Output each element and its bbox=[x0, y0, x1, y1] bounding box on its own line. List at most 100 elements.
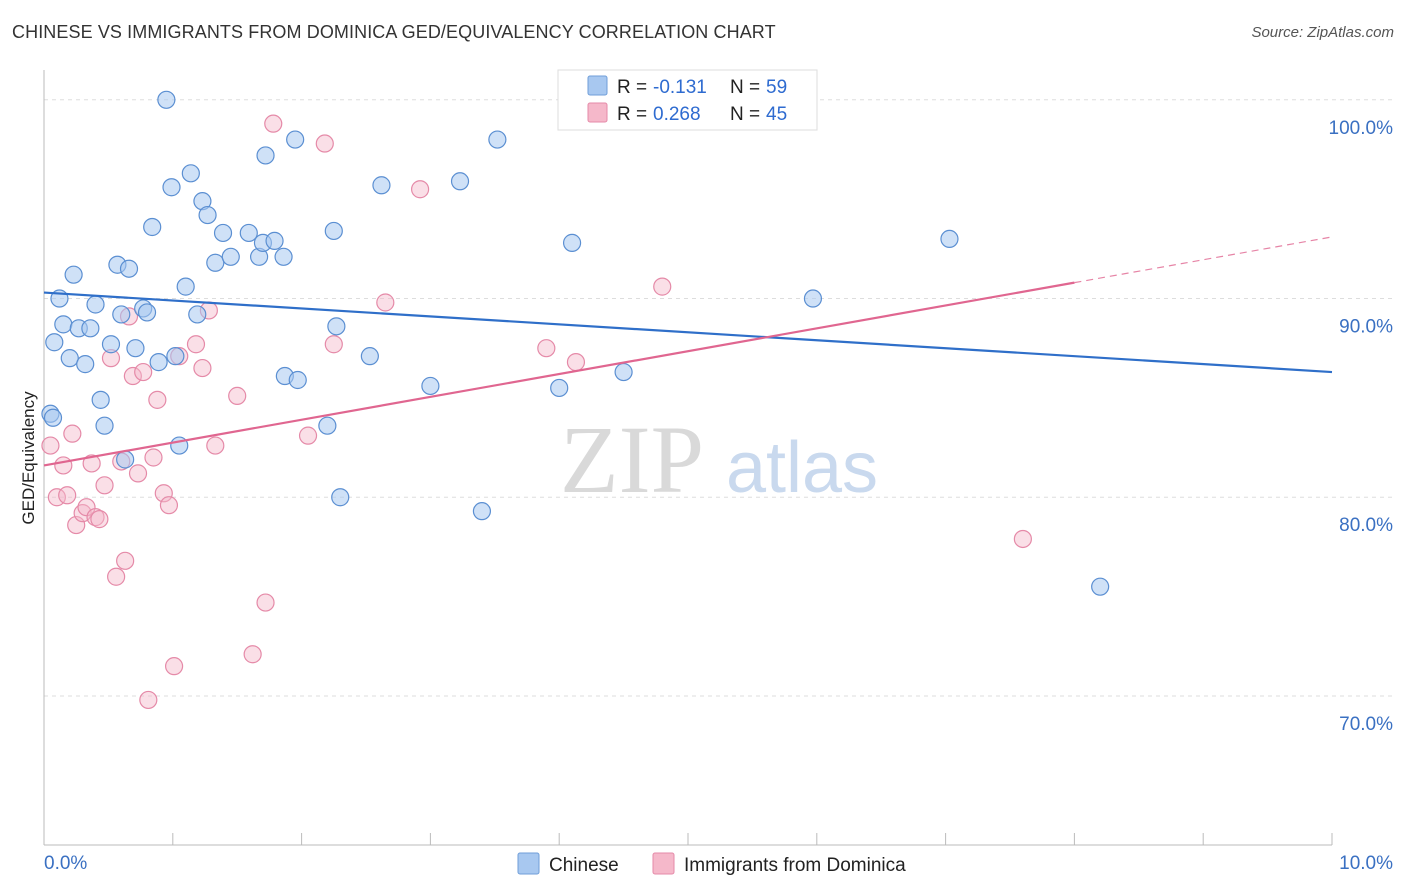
chinese-point bbox=[95, 416, 114, 435]
x-tick-label-max: 10.0% bbox=[1339, 853, 1393, 874]
chinese-point bbox=[256, 146, 275, 165]
dominica-point bbox=[139, 690, 158, 710]
chinese-point bbox=[91, 390, 110, 409]
dominica-point bbox=[148, 390, 167, 409]
dominica-point bbox=[54, 456, 73, 475]
chinese-point bbox=[188, 305, 207, 324]
y-tick-label: 80.0% bbox=[1339, 515, 1393, 536]
legend-swatch-chinese bbox=[587, 75, 608, 96]
watermark-zip: ZIP bbox=[560, 406, 704, 513]
legend-n-label-1: N = bbox=[730, 77, 760, 98]
chinese-point bbox=[162, 178, 181, 197]
legend-swatch-dominica bbox=[587, 102, 608, 123]
chinese-point bbox=[472, 502, 492, 521]
dominica-point bbox=[82, 454, 101, 473]
legend-r-label-2: R = bbox=[617, 104, 647, 125]
dominica-point bbox=[256, 593, 275, 612]
bottom-legend-chinese[interactable]: Chinese bbox=[549, 855, 619, 876]
chinese-point bbox=[54, 315, 73, 334]
chinese-point bbox=[239, 223, 258, 243]
series-chinese-points bbox=[41, 90, 1110, 596]
chinese-point bbox=[119, 259, 139, 278]
dominica-point bbox=[410, 180, 430, 199]
chinese-point bbox=[86, 295, 105, 314]
legend-box: R = -0.131 N = 59 R = 0.268 N = 45 bbox=[557, 69, 818, 131]
bottom-legend-swatch-dominica[interactable] bbox=[652, 852, 675, 875]
x-tick-label-min: 0.0% bbox=[44, 853, 87, 874]
chinese-point bbox=[213, 223, 233, 243]
bottom-legend-dominica[interactable]: Immigrants from Dominica bbox=[684, 855, 906, 876]
grid-lines bbox=[44, 99, 1392, 697]
dominica-point bbox=[653, 277, 672, 296]
dominica-point bbox=[1013, 529, 1032, 549]
chinese-point bbox=[149, 353, 168, 372]
trend-lines bbox=[43, 236, 1333, 467]
dominica-point bbox=[41, 436, 60, 455]
chinese-point bbox=[550, 378, 569, 398]
chinese-point bbox=[274, 247, 293, 266]
dominica-point bbox=[107, 567, 126, 586]
dominica-point bbox=[376, 293, 395, 312]
chinese-point bbox=[940, 229, 959, 249]
dominica-point bbox=[298, 426, 318, 445]
legend-n-label-2: N = bbox=[730, 104, 760, 125]
chinese-point bbox=[265, 231, 284, 250]
dominica-point bbox=[154, 484, 173, 503]
y-tick-label: 70.0% bbox=[1339, 714, 1393, 735]
chinese-point bbox=[101, 335, 121, 354]
legend-n-value-2: 45 bbox=[766, 104, 787, 125]
dominica-point bbox=[134, 362, 153, 382]
chinese-point bbox=[45, 333, 64, 352]
chinese-point bbox=[327, 317, 346, 336]
chinese-point bbox=[1091, 577, 1110, 596]
dominica-point bbox=[206, 436, 225, 455]
chinese-point bbox=[112, 305, 131, 324]
chinese-point bbox=[137, 303, 157, 322]
chinese-point bbox=[157, 90, 176, 109]
y-tick-labels: 70.0% 80.0% 90.0% 100.0% bbox=[1329, 118, 1394, 735]
dominica-point bbox=[164, 657, 184, 676]
chinese-point bbox=[360, 347, 379, 366]
chinese-point bbox=[562, 233, 582, 252]
chinese-point bbox=[143, 217, 162, 237]
dominica-point bbox=[95, 476, 114, 495]
chinese-point bbox=[60, 349, 79, 368]
bottom-legend-swatch-chinese[interactable] bbox=[517, 852, 540, 875]
dominica-point bbox=[228, 386, 247, 405]
bottom-legend: Chinese Immigrants from Dominica bbox=[517, 852, 906, 876]
source-label: Source: ZipAtlas.com bbox=[1251, 24, 1394, 41]
chinese-point bbox=[176, 277, 195, 296]
dominica-point bbox=[58, 486, 77, 505]
legend-r-label-1: R = bbox=[617, 77, 647, 98]
chinese-point bbox=[318, 416, 337, 435]
dominica-point bbox=[243, 645, 262, 664]
dominica-point bbox=[90, 510, 109, 529]
chinese-point bbox=[614, 362, 633, 382]
chinese-point bbox=[43, 408, 63, 427]
chinese-point bbox=[181, 164, 200, 183]
chinese-point bbox=[76, 355, 95, 374]
chinese-point bbox=[64, 265, 83, 284]
chinese-point bbox=[421, 376, 440, 396]
dominica-point bbox=[324, 335, 343, 354]
chinese-trend-line bbox=[43, 291, 1333, 374]
chinese-point bbox=[206, 253, 225, 272]
chinese-point bbox=[81, 319, 100, 338]
dominica-point bbox=[144, 448, 163, 467]
dominica-point bbox=[264, 114, 283, 133]
dominica-point bbox=[566, 353, 586, 372]
dominica-trend-line bbox=[43, 281, 1075, 467]
dominica-point bbox=[128, 464, 148, 483]
chinese-point bbox=[126, 339, 145, 358]
legend-r-value-1: -0.131 bbox=[653, 77, 707, 98]
chinese-point bbox=[803, 289, 823, 308]
legend-n-value-1: 59 bbox=[766, 77, 787, 98]
y-axis-label: GED/Equivalency bbox=[19, 391, 38, 525]
y-tick-label: 90.0% bbox=[1339, 317, 1393, 338]
chinese-point bbox=[286, 130, 305, 149]
dominica-point bbox=[77, 498, 96, 517]
y-tick-label: 100.0% bbox=[1329, 118, 1394, 139]
chinese-point bbox=[221, 247, 240, 266]
chinese-point bbox=[450, 172, 470, 191]
